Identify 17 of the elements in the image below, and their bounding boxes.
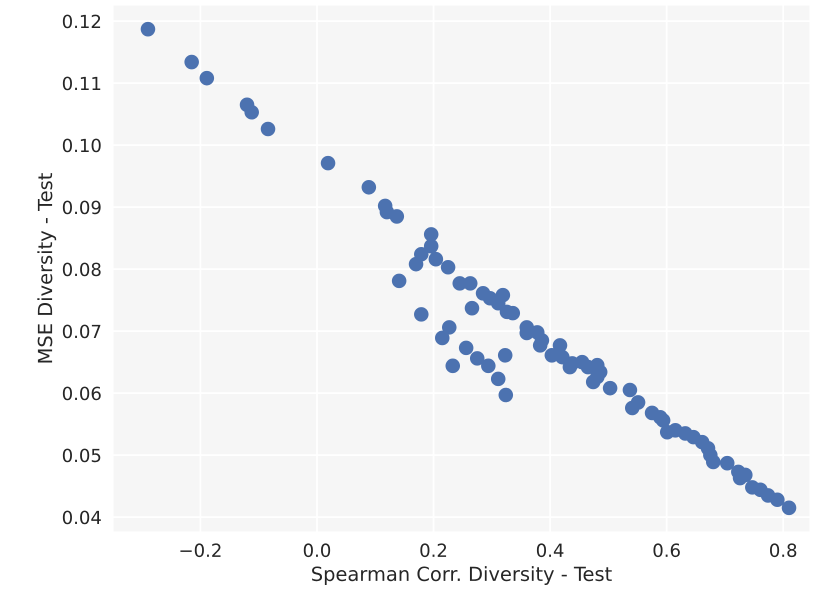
y-axis-title: MSE Diversity - Test bbox=[37, 173, 56, 362]
x-axis-title: Spearman Corr. Diversity - Test bbox=[312, 566, 612, 585]
x-tick-label: 0.2 bbox=[420, 543, 446, 558]
y-tick-label: 0.07 bbox=[62, 324, 100, 338]
x-tick-label: 0.4 bbox=[536, 543, 564, 558]
y-tick-label: 0.12 bbox=[62, 14, 100, 28]
y-tick-label: 0.09 bbox=[62, 200, 101, 214]
y-tick-label: 0.11 bbox=[62, 76, 100, 90]
y-tick-label: 0.08 bbox=[62, 262, 101, 276]
x-tick-label: 0.8 bbox=[770, 543, 796, 558]
x-tick-label: 0.6 bbox=[653, 543, 680, 558]
y-tick-label: 0.10 bbox=[62, 138, 101, 152]
x-tick-label: 0.0 bbox=[304, 543, 330, 558]
y-tick-label: 0.06 bbox=[62, 386, 101, 400]
y-tick-label: 0.05 bbox=[62, 448, 100, 462]
y-tick-label: 0.04 bbox=[62, 510, 101, 524]
x-tick-label: −0.2 bbox=[180, 543, 221, 558]
